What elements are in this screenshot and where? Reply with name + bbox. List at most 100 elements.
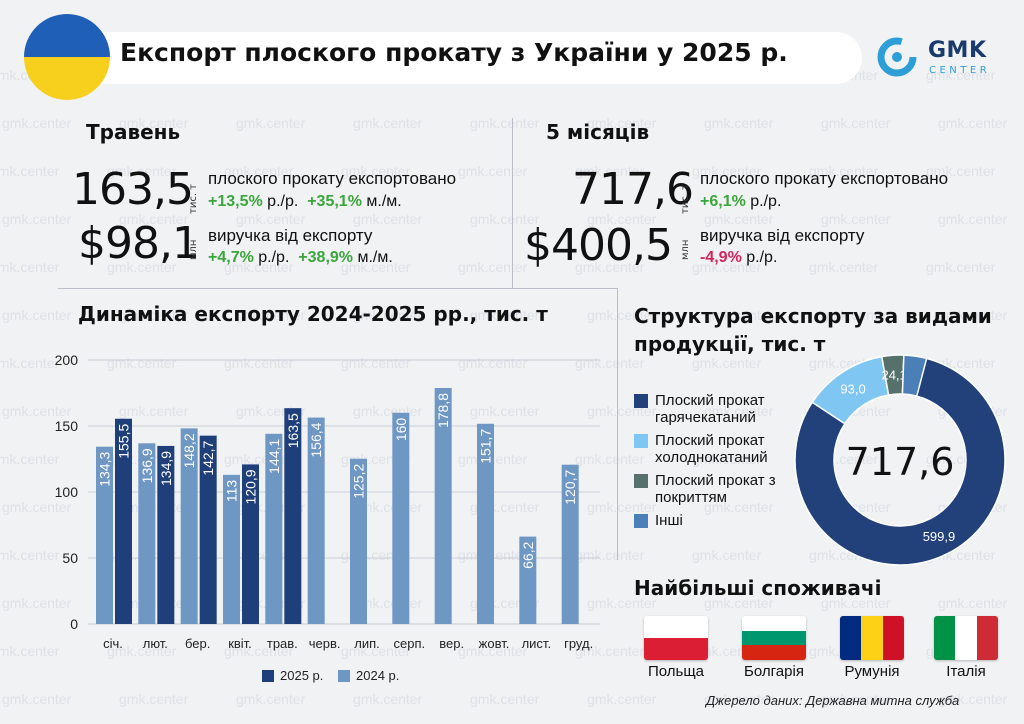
- donut-chart: 599,9 93,0 24,1 717,6: [794, 354, 1006, 566]
- data-label-2024: 136,9: [139, 448, 155, 483]
- watermark-text: gmk.center: [458, 259, 528, 275]
- page-title: Експорт плоского прокату з України у 202…: [120, 38, 788, 67]
- legend-swatch-2025: [262, 669, 274, 682]
- ukraine-flag-icon: [24, 14, 110, 100]
- five-months-title: 5 місяців: [546, 120, 650, 144]
- watermark-text: gmk.center: [2, 691, 72, 707]
- data-label-2025: 163,5: [285, 413, 301, 448]
- watermark-text: gmk.center: [353, 691, 423, 707]
- x-tick-label: лист.: [522, 636, 551, 651]
- may-revenue-changes: +4,7% р./р. +38,9% м./м.: [208, 249, 393, 267]
- watermark-text: gmk.center: [2, 307, 72, 323]
- bar-2024: [307, 417, 325, 624]
- may-title: Травень: [86, 120, 181, 144]
- watermark-text: gmk.center: [704, 211, 774, 227]
- legend-swatch-2024: [338, 669, 350, 682]
- consumer-poland: Польща: [636, 616, 716, 680]
- bar-2024: [138, 443, 156, 624]
- title-bar: [72, 32, 862, 84]
- donut-slice: [794, 354, 1006, 566]
- watermark-text: gmk.center: [926, 259, 996, 275]
- data-label-2025: 155,5: [116, 424, 132, 459]
- mom-label: м./м.: [357, 249, 393, 266]
- may-revenue: $98,1: [78, 218, 200, 269]
- watermark-text: gmk.center: [2, 211, 72, 227]
- yoy-label: р./р.: [267, 193, 299, 210]
- bar-2024: [180, 428, 198, 624]
- x-tick-label: січ.: [103, 636, 123, 651]
- watermark-text: gmk.center: [821, 115, 891, 131]
- bar-2025: [115, 418, 132, 624]
- donut-value-label: 93,0: [840, 382, 865, 397]
- may-volume-unit: тис. т: [188, 183, 199, 214]
- logo-sub: CENTER: [929, 65, 991, 76]
- consumer-romania: Румунія: [832, 616, 912, 680]
- bar-chart-title: Динаміка експорту 2024-2025 рр., тис. т: [78, 302, 548, 326]
- may-volume-mom: +35,1%: [307, 193, 362, 210]
- mom-label: м./м.: [366, 193, 402, 210]
- divider-vertical-top: [512, 118, 513, 288]
- watermark-text: gmk.center: [0, 259, 60, 275]
- donut-legend-item: Плоский прокат з покриттям: [634, 472, 804, 506]
- watermark-text: gmk.center: [2, 115, 72, 131]
- may-volume-changes: +13,5% р./р. +35,1% м./м.: [208, 193, 402, 211]
- donut-legend: Плоский прокат гарячекатаний Плоский про…: [634, 392, 804, 535]
- bar-2024: [96, 446, 113, 624]
- y-tick-label: 50: [62, 550, 78, 566]
- five-months-volume-desc: плоского прокату експортовано: [700, 169, 949, 188]
- donut-legend-item: Інші: [634, 512, 804, 529]
- five-months-revenue-unit: млн: [680, 239, 691, 260]
- data-label-2024: 148,2: [181, 433, 197, 468]
- may-revenue-desc: виручка від експорту: [208, 226, 373, 245]
- data-label-2024: 125,2: [351, 464, 367, 499]
- watermark-text: gmk.center: [236, 115, 306, 131]
- x-tick-label: груд.: [564, 636, 593, 651]
- five-months-revenue: $400,5: [524, 220, 673, 271]
- donut-slice: [901, 354, 928, 398]
- donut-value-label: 24,1: [881, 368, 906, 383]
- watermark-text: gmk.center: [236, 211, 306, 227]
- consumer-italy: Італія: [926, 616, 1006, 680]
- may-revenue-yoy: +4,7%: [208, 249, 254, 266]
- watermark-text: gmk.center: [938, 211, 1008, 227]
- x-tick-label: вер.: [439, 636, 464, 651]
- data-label-2024: 113: [224, 480, 240, 503]
- five-months-volume-changes: +6,1% р./р.: [700, 193, 781, 211]
- watermark-text: gmk.center: [809, 259, 879, 275]
- bar-2024: [561, 464, 579, 624]
- divider-vertical-bottom: [617, 288, 618, 560]
- y-tick-label: 200: [55, 352, 79, 368]
- data-label-2024: 160: [393, 418, 409, 442]
- may-volume-yoy: +13,5%: [208, 193, 263, 210]
- x-tick-label: трав.: [267, 636, 298, 651]
- y-tick-label: 0: [70, 616, 78, 632]
- data-label-2024: 151,7: [478, 429, 494, 464]
- donut-center-label: 717,6: [846, 440, 955, 484]
- yoy-label: р./р.: [258, 249, 290, 266]
- watermark-text: gmk.center: [470, 115, 540, 131]
- bar-2024: [434, 387, 452, 624]
- bar-2025: [157, 445, 175, 624]
- divider-horizontal: [58, 288, 618, 289]
- may-revenue-mom: +38,9%: [298, 249, 354, 266]
- x-tick-label: черв.: [309, 636, 341, 651]
- watermark-text: gmk.center: [470, 691, 540, 707]
- five-months-volume: 717,6: [572, 164, 694, 215]
- data-label-2024: 144,1: [266, 439, 282, 474]
- watermark-text: gmk.center: [938, 115, 1008, 131]
- watermark-text: gmk.center: [353, 115, 423, 131]
- data-label-2025: 120,9: [243, 469, 259, 504]
- logo-main: GMK: [928, 38, 987, 63]
- bar-2024: [392, 412, 410, 624]
- x-tick-label: квіт.: [228, 636, 252, 651]
- consumer-bulgaria: Болгарія: [734, 616, 814, 680]
- donut-title-line1: Структура експорту за видами: [634, 304, 992, 328]
- consumer-name: Італія: [946, 663, 986, 680]
- donut-title-line2: продукції, тис. т: [634, 332, 826, 356]
- bar-2025: [199, 435, 217, 624]
- watermark-text: gmk.center: [821, 211, 891, 227]
- may-revenue-unit: млн: [188, 239, 199, 260]
- may-volume-desc: плоского прокату експортовано: [208, 169, 457, 188]
